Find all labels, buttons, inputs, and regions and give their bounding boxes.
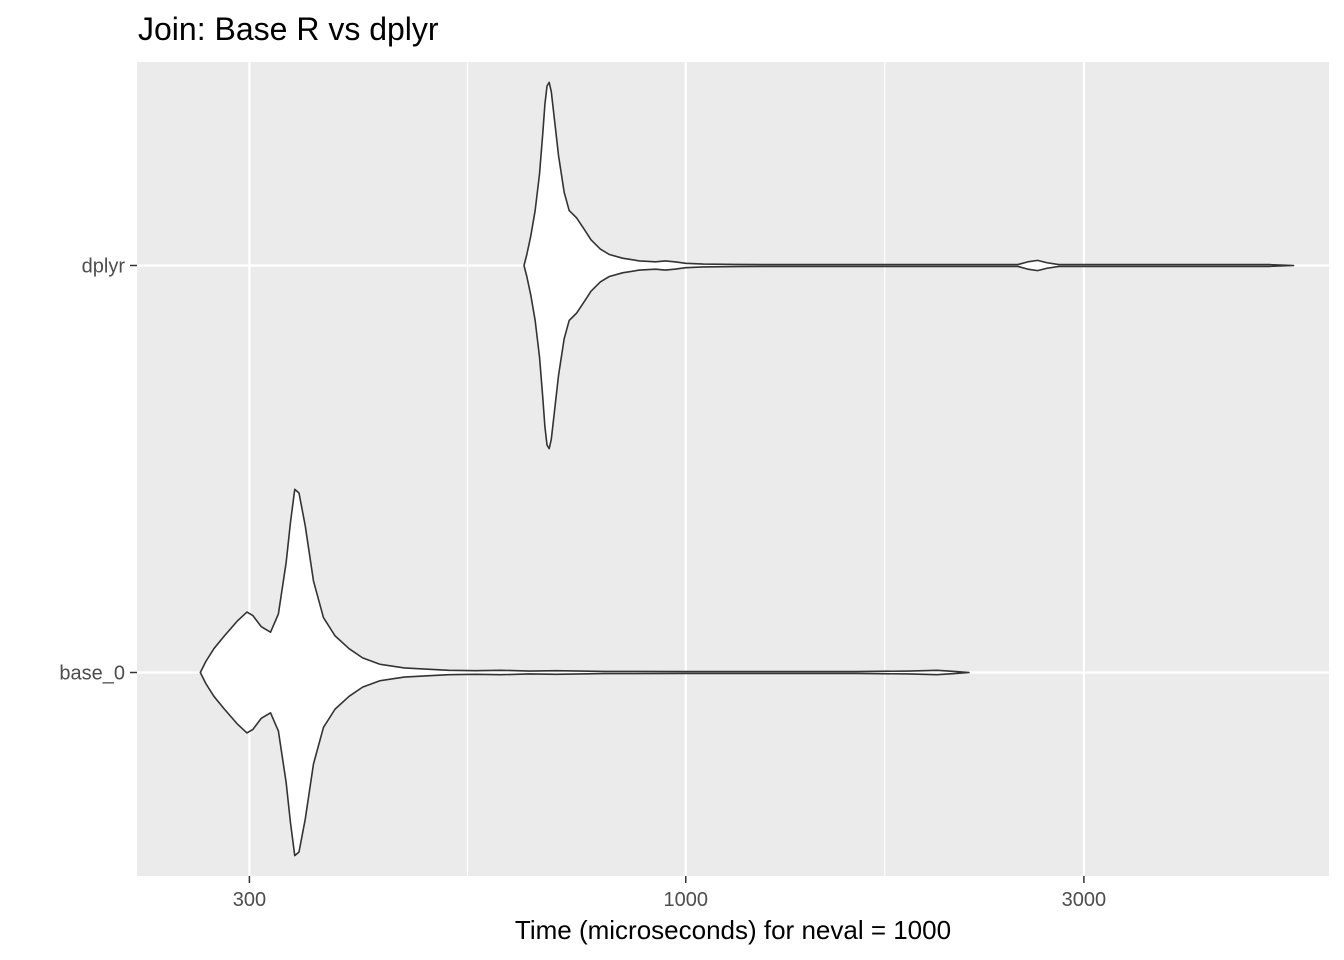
y-tick-label: dplyr — [82, 256, 126, 278]
x-axis-label: Time (microseconds) for neval = 1000 — [515, 915, 951, 945]
x-tick-label: 3000 — [1062, 889, 1107, 911]
violin-dplyr — [523, 81, 1295, 450]
x-tick-label: 1000 — [663, 889, 708, 911]
chart-title: Join: Base R vs dplyr — [138, 11, 439, 47]
panel-background — [137, 62, 1329, 876]
x-tick-label: 300 — [233, 889, 266, 911]
y-tick-label: base_0 — [59, 663, 125, 685]
x-axis: 300 1000 3000 — [233, 876, 1106, 911]
violin-base_0 — [199, 488, 970, 857]
violin-layer — [199, 81, 1295, 857]
y-axis: dplyr base_0 — [59, 256, 137, 685]
